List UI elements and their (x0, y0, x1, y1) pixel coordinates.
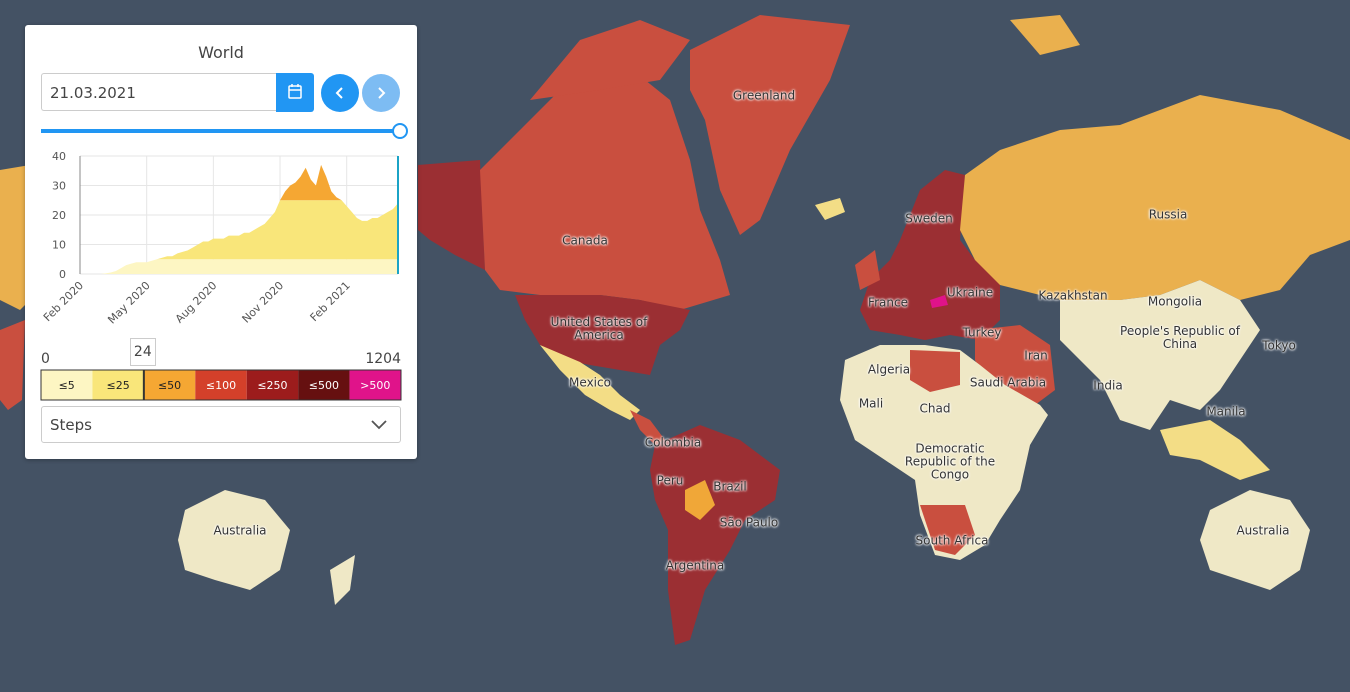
area (280, 164, 342, 201)
date-input[interactable]: 21.03.2021 (41, 73, 276, 111)
legend-label: ≤500 (309, 379, 339, 392)
control-panel: World 21.03.2021 0 10 20 30 40 Feb 2020 May 20… (25, 25, 417, 459)
country-label: Mexico (569, 375, 611, 390)
legend-label: ≤250 (257, 379, 287, 392)
land (920, 505, 975, 555)
dropdown-arrow (371, 420, 387, 430)
y-tick-label: 20 (52, 209, 66, 222)
country-label: Turkey (962, 325, 1002, 340)
land (330, 555, 355, 605)
country-label: Australia (213, 523, 267, 538)
region-title: World (198, 43, 244, 62)
land (1010, 15, 1080, 55)
slider-knob[interactable] (392, 123, 408, 139)
land (530, 20, 690, 100)
y-tick-label: 30 (52, 180, 66, 193)
chevron-right (378, 87, 386, 99)
country-label: Sweden (905, 211, 953, 226)
x-tick-label: Feb 2021 (308, 279, 353, 324)
legend-label: ≤5 (59, 379, 75, 392)
country-label: South Africa (915, 533, 989, 548)
land (930, 295, 948, 308)
y-tick-label: 10 (52, 239, 66, 252)
country-label: India (1093, 378, 1123, 393)
legend-swatch (92, 370, 144, 400)
country-label: Iran (1024, 348, 1048, 363)
current-value-tooltip: 24 (129, 338, 156, 366)
chevron-left (335, 87, 343, 99)
land (0, 320, 25, 410)
land (540, 345, 640, 420)
country-label: Democratic Republic of the Congo (904, 441, 996, 482)
previous-button[interactable] (321, 74, 359, 112)
land (840, 345, 1048, 560)
country-label: Chad (919, 401, 951, 416)
mode-select[interactable]: Steps (41, 406, 401, 443)
legend-max: 1204 (365, 351, 401, 367)
next-button[interactable] (362, 74, 400, 112)
country-label: São Paulo (719, 515, 779, 530)
country-label: Kazakhstan (1038, 288, 1108, 303)
country-label: Brazil (713, 479, 747, 494)
legend-swatch (195, 370, 247, 400)
x-tick-label: Aug 2020 (173, 279, 220, 326)
country-label: Colombia (644, 435, 702, 450)
legend-min: 0 (41, 351, 50, 367)
country-label: Algeria (867, 362, 911, 377)
mode-label: Steps (50, 416, 92, 434)
land (1060, 280, 1260, 430)
area (156, 200, 398, 260)
land (1160, 420, 1270, 480)
legend-swatch (41, 370, 93, 400)
country-label: Saudi Arabia (969, 375, 1047, 390)
country-label: Ukraine (946, 285, 994, 300)
legend-swatch (143, 370, 196, 400)
land (480, 60, 730, 310)
country-label: Australia (1236, 523, 1290, 538)
land (815, 198, 845, 220)
land (630, 410, 665, 445)
land (418, 160, 485, 270)
country-label: Argentina (665, 558, 725, 573)
country-label: Mongolia (1147, 294, 1203, 309)
country-label: United States of America (550, 315, 648, 342)
country-label: Greenland (732, 88, 796, 103)
x-tick-label: Feb 2020 (41, 279, 86, 324)
country-label: Tokyo (1262, 338, 1296, 353)
mini-chart: 0 10 20 30 40 Feb 2020 May 2020 Aug 2020 Nov 202… (40, 123, 408, 401)
legend-border (40, 369, 402, 401)
legend-label: ≤50 (158, 379, 181, 392)
land (690, 15, 850, 235)
x-tick-label: Nov 2020 (240, 279, 287, 326)
country-label: Manila (1206, 404, 1246, 419)
calendar-button[interactable] (276, 73, 314, 112)
land (1200, 490, 1310, 590)
country-label: France (868, 295, 908, 310)
land (650, 425, 780, 645)
country-label: Russia (1148, 207, 1188, 222)
land (685, 480, 715, 520)
legend-label: >500 (360, 379, 390, 392)
x-tick-label: May 2020 (105, 279, 153, 327)
y-tick-label: 0 (59, 268, 66, 281)
y-tick-label: 40 (52, 150, 66, 163)
land (178, 490, 290, 590)
land (910, 350, 960, 392)
country-label: Mali (858, 396, 884, 411)
country-label: Peru (656, 473, 684, 488)
land (960, 95, 1350, 300)
land (855, 250, 880, 290)
legend-swatch (246, 370, 299, 400)
area (80, 259, 398, 274)
legend-label: ≤25 (107, 379, 130, 392)
legend-label: ≤100 (206, 379, 236, 392)
country-label: Canada (562, 233, 608, 248)
legend-swatch (349, 370, 401, 400)
calendar-icon (288, 84, 302, 99)
land (860, 170, 1000, 340)
country-label: People's Republic of China (1120, 324, 1240, 351)
legend-swatch (298, 370, 350, 400)
